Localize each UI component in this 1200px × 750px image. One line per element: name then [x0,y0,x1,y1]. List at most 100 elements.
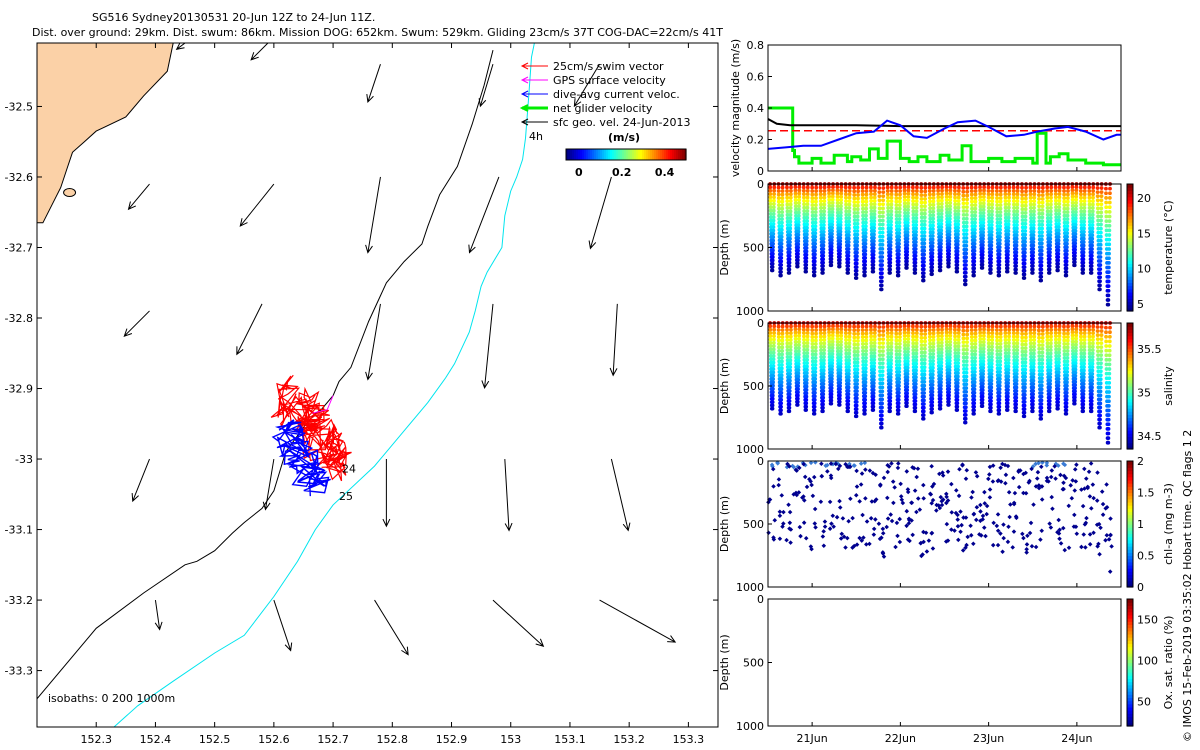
profile-point [1020,207,1025,212]
profile-point [886,212,891,217]
profile-point [1014,240,1019,245]
profile-point [861,355,866,360]
profile-point [1056,265,1060,269]
profile-point [1091,192,1095,197]
profile-point [1014,233,1019,238]
profile-point [944,201,949,205]
profile-point [940,188,944,193]
depth-colorbar-tick-label: 34.5 [1137,430,1162,443]
profile-point [897,349,902,353]
profile-point [1064,401,1069,406]
profile-point [788,229,793,234]
profile-point [869,185,873,190]
profile-point [844,199,848,203]
profile-point [1037,361,1042,366]
profile-point [1104,196,1108,200]
profile-point [948,333,953,338]
depth-colorbar-cell [1127,291,1133,296]
profile-point [1099,337,1104,341]
profile-point [1090,371,1095,376]
profile-point [940,192,944,196]
profile-point [885,324,890,329]
legend-entry: net glider velocity [553,102,653,115]
profile-point [1065,196,1070,200]
profile-point [914,331,919,336]
profile-point [839,340,843,344]
profile-point [1015,324,1020,329]
profile-point [768,327,773,332]
map-colorbar-cell [648,149,651,160]
profile-point [995,213,1000,218]
profile-point [978,188,982,193]
profile-point [855,225,860,230]
profile-point [860,342,865,346]
profile-point [906,353,910,357]
chla-point [843,545,848,550]
profile-point [813,241,818,246]
depth-colorbar-cell [1127,430,1133,434]
profile-point [813,203,818,208]
profile-point [1098,381,1103,386]
profile-point [1020,328,1024,333]
profile-point [771,215,776,220]
profile-point [1073,250,1077,255]
profile-point [947,251,951,256]
profile-point [886,206,891,210]
profile-point [797,333,802,338]
profile-point [923,185,928,190]
chla-point [949,481,954,487]
profile-point [1022,272,1027,277]
profile-point [1073,241,1078,246]
profile-point [972,390,977,395]
profile-point [1006,229,1011,234]
profile-point [1015,219,1019,224]
profile-point [835,207,840,212]
profile-point [978,324,982,329]
profile-point [1020,349,1025,354]
profile-point [914,327,919,332]
profile-point [981,365,986,370]
profile-point [889,226,893,231]
map-x-tick-label: 152.7 [317,733,349,746]
profile-point [854,410,859,415]
profile-point [1037,196,1041,201]
profile-point [879,413,884,418]
profile-point [961,324,966,329]
profile-point [793,210,798,215]
profile-point [936,208,941,213]
profile-point [881,194,886,199]
profile-point [978,343,983,348]
profile-point [930,396,935,401]
chla-point [876,521,882,526]
profile-point [953,327,957,332]
profile-point [1065,366,1070,371]
profile-point [818,202,823,207]
profile-point [797,346,801,351]
profile-point [1022,396,1027,401]
profile-point [1031,358,1036,363]
profile-point [961,332,966,337]
profile-point [1062,199,1067,204]
chla-point [859,471,865,476]
profile-point [885,185,890,190]
profile-point [770,400,775,404]
profile-point [804,256,809,261]
profile-point [913,388,918,393]
profile-point [981,230,986,235]
profile-point [944,188,949,193]
profile-point [879,279,884,284]
profile-point [869,347,874,352]
profile-point [796,358,801,363]
profile-point [802,205,807,210]
profile-point [768,192,773,196]
profile-point [1065,217,1070,222]
map-colorbar-cell [674,149,677,160]
chla-point [873,517,878,522]
depth-y-tick-label: 500 [743,380,764,393]
profile-point [922,383,927,388]
profile-point [905,217,910,222]
profile-point [869,341,874,345]
profile-point [871,239,876,244]
profile-point [1057,330,1062,335]
profile-point [931,206,936,211]
